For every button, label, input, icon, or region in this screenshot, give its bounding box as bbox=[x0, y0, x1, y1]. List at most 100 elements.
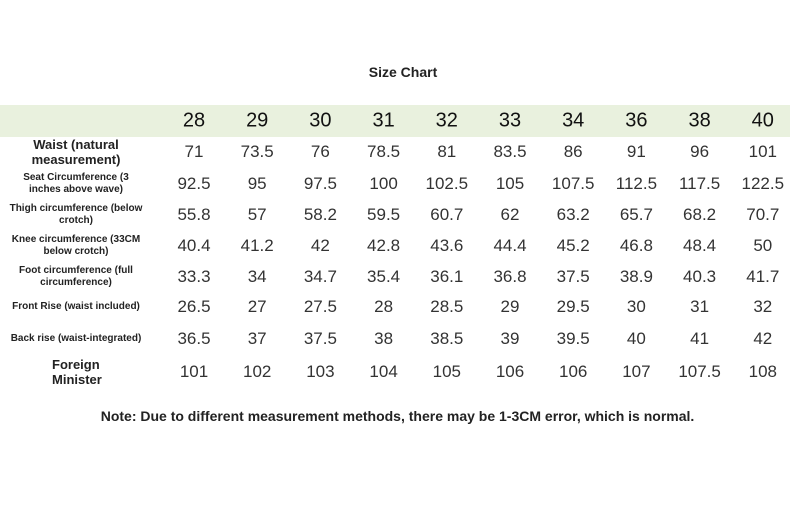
cell: 41.2 bbox=[240, 236, 274, 255]
cell: 44.4 bbox=[493, 236, 527, 255]
cell: 101 bbox=[179, 362, 209, 381]
cell: 42 bbox=[753, 329, 773, 348]
size-header: 33 bbox=[498, 109, 522, 132]
cell: 60.7 bbox=[430, 205, 464, 224]
cell: 62 bbox=[500, 205, 520, 224]
cell: 36.8 bbox=[493, 267, 527, 286]
note: Note: Due to different measurement metho… bbox=[100, 408, 695, 424]
cell: 91 bbox=[626, 142, 646, 161]
cell: 68.2 bbox=[683, 205, 717, 224]
row-label: Back rise (waist-integrated) bbox=[10, 333, 142, 344]
size-header: 29 bbox=[246, 109, 269, 132]
cell: 107.5 bbox=[551, 174, 595, 193]
cell: 34 bbox=[247, 267, 267, 286]
cell: 28 bbox=[374, 297, 394, 316]
cell: 71 bbox=[184, 142, 204, 161]
header-band bbox=[0, 105, 790, 137]
cell: 36.5 bbox=[177, 329, 211, 348]
cell: 106 bbox=[559, 362, 588, 381]
cell: 40 bbox=[626, 329, 646, 348]
size-header: 38 bbox=[688, 109, 711, 132]
cell: 30 bbox=[626, 297, 646, 316]
cell: 38.9 bbox=[619, 267, 653, 286]
cell: 33.3 bbox=[177, 267, 211, 286]
cell: 58.2 bbox=[303, 205, 337, 224]
cell: 29.5 bbox=[556, 297, 590, 316]
cell: 92.5 bbox=[177, 174, 211, 193]
title: Size Chart bbox=[368, 64, 438, 80]
cell: 104 bbox=[369, 362, 398, 381]
cell: 86 bbox=[563, 142, 583, 161]
cell: 107.5 bbox=[678, 362, 721, 381]
cell: 27 bbox=[247, 297, 267, 316]
cell: 57 bbox=[247, 205, 267, 224]
cell: 39 bbox=[500, 329, 520, 348]
size-header: 31 bbox=[372, 109, 395, 132]
cell: 27.5 bbox=[303, 297, 337, 316]
cell: 122.5 bbox=[741, 174, 785, 193]
cell: 70.7 bbox=[746, 205, 780, 224]
cell: 39.5 bbox=[556, 329, 590, 348]
cell: 48.4 bbox=[683, 236, 717, 255]
size-header: 36 bbox=[625, 109, 648, 132]
size-header: 34 bbox=[562, 109, 585, 132]
cell: 112.5 bbox=[615, 174, 658, 193]
cell: 37.5 bbox=[556, 267, 590, 286]
cell: 78.5 bbox=[367, 142, 401, 161]
size-header: 28 bbox=[182, 109, 206, 132]
cell: 34.7 bbox=[303, 267, 337, 286]
cell: 45.2 bbox=[556, 236, 590, 255]
size-header: 32 bbox=[435, 109, 458, 132]
cell: 32 bbox=[753, 297, 773, 316]
cell: 103 bbox=[306, 362, 335, 381]
cell: 102 bbox=[243, 362, 272, 381]
cell: 102.5 bbox=[425, 174, 469, 193]
cell: 36.1 bbox=[430, 267, 464, 286]
cell: 38.5 bbox=[430, 329, 464, 348]
cell: 59.5 bbox=[367, 205, 401, 224]
cell: 108 bbox=[748, 362, 777, 381]
cell: 97.5 bbox=[303, 174, 337, 193]
cell: 50 bbox=[753, 236, 773, 255]
cell: 42.8 bbox=[367, 236, 401, 255]
row-label: Foreign Minister bbox=[52, 357, 102, 387]
cell: 31 bbox=[690, 297, 710, 316]
cell: 73.5 bbox=[240, 142, 274, 161]
size-header: 30 bbox=[309, 109, 332, 132]
cell: 38 bbox=[374, 329, 394, 348]
cell: 26.5 bbox=[177, 297, 211, 316]
cell: 101 bbox=[748, 142, 777, 161]
cell: 107 bbox=[622, 362, 651, 381]
cell: 40.4 bbox=[177, 236, 211, 255]
cell: 63.2 bbox=[556, 205, 590, 224]
cell: 95 bbox=[247, 174, 267, 193]
cell: 117.5 bbox=[678, 174, 721, 193]
cell: 81 bbox=[437, 142, 457, 161]
cell: 76 bbox=[310, 142, 330, 161]
cell: 40.3 bbox=[683, 267, 717, 286]
cell: 106 bbox=[495, 362, 525, 381]
cell: 55.8 bbox=[177, 205, 211, 224]
cell: 96 bbox=[690, 142, 710, 161]
row-label: Foot circumference (full circumference) bbox=[19, 265, 133, 288]
cell: 28.5 bbox=[430, 297, 464, 316]
row-label: Waist (natural measurement) bbox=[31, 137, 121, 167]
cell: 42 bbox=[310, 236, 330, 255]
cell: 105 bbox=[432, 362, 461, 381]
cell: 35.4 bbox=[367, 267, 401, 286]
cell: 65.7 bbox=[619, 205, 653, 224]
cell: 100 bbox=[369, 174, 398, 193]
row-label: Knee circumference (33CM below crotch) bbox=[11, 234, 141, 257]
row-label: Thigh circumference (below crotch) bbox=[9, 203, 143, 226]
cell: 105 bbox=[495, 174, 525, 193]
cell: 29 bbox=[500, 297, 520, 316]
cell: 43.6 bbox=[430, 236, 464, 255]
cell: 41 bbox=[690, 329, 710, 348]
row-label: Seat Circumference (3 inches above wave) bbox=[23, 172, 129, 195]
cell: 37.5 bbox=[303, 329, 337, 348]
cell: 37 bbox=[247, 329, 267, 348]
cell: 46.8 bbox=[619, 236, 653, 255]
size-header: 40 bbox=[751, 109, 774, 132]
cell: 83.5 bbox=[493, 142, 527, 161]
row-label: Front Rise (waist included) bbox=[12, 301, 140, 312]
